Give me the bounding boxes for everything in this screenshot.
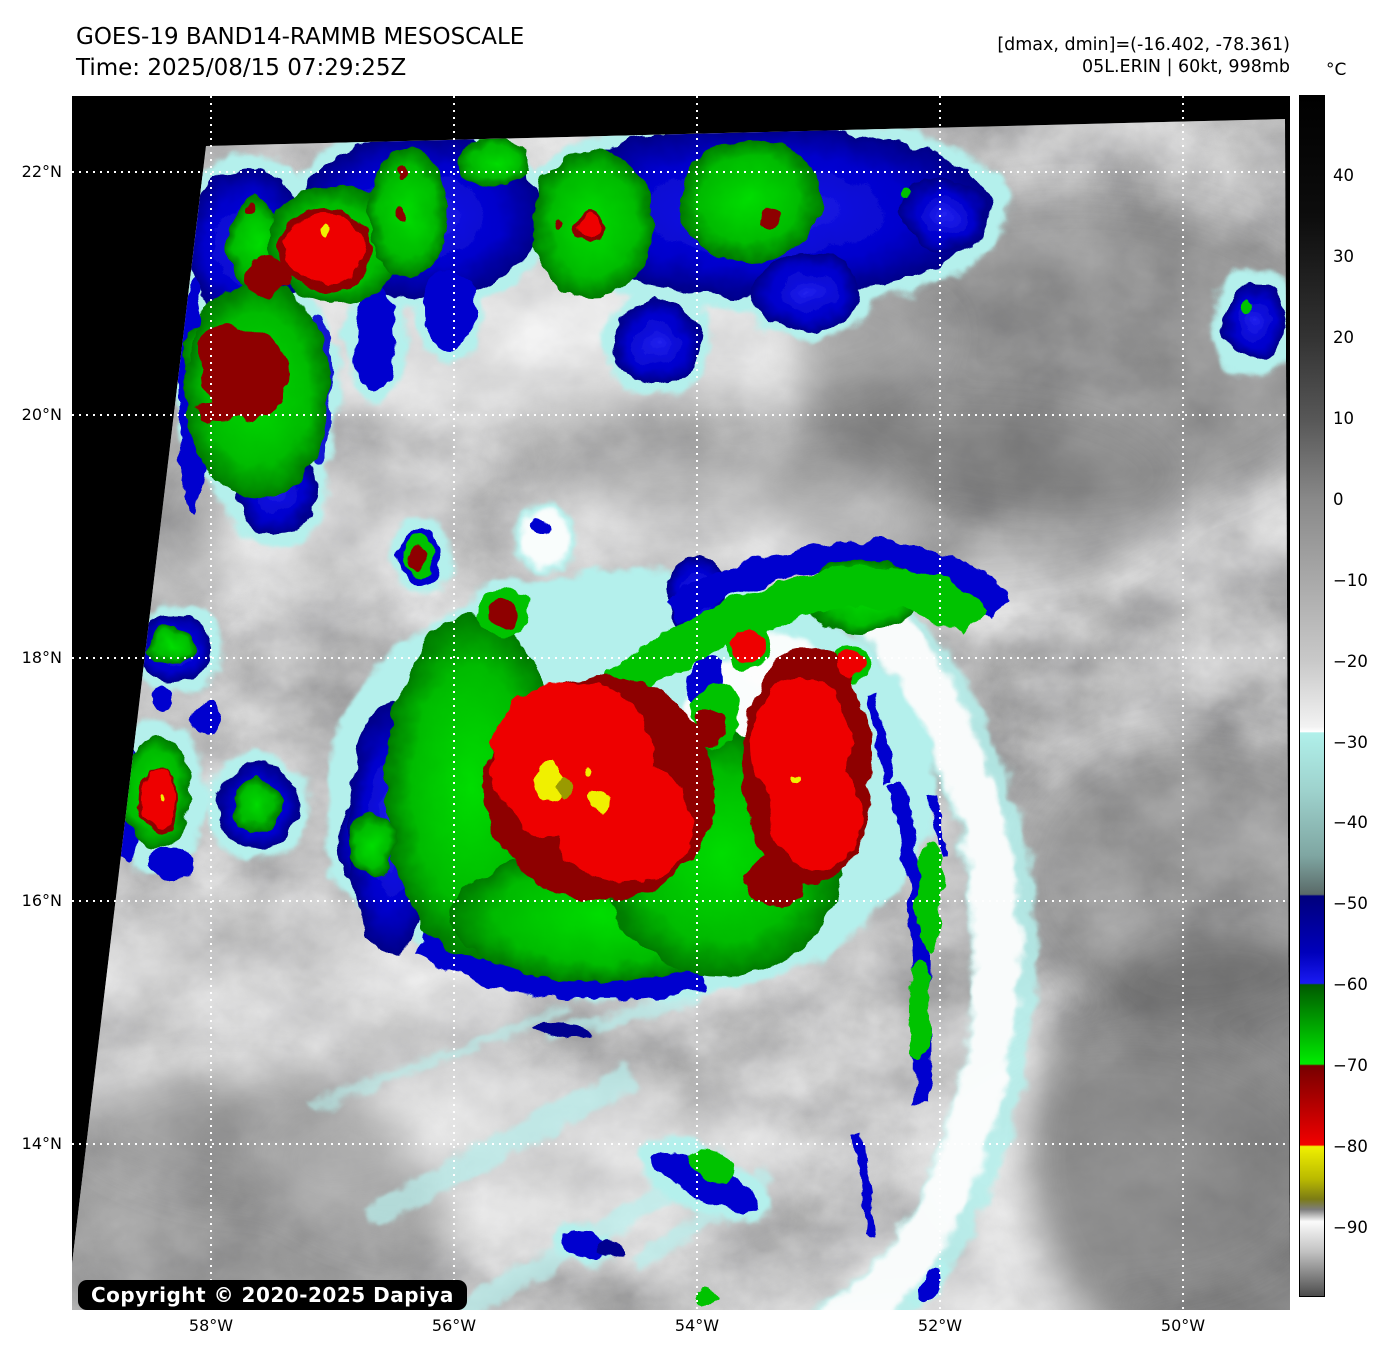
colorbar-tick-label: 10 xyxy=(1333,408,1354,428)
storm-info: 05L.ERIN | 60kt, 998mb xyxy=(1081,57,1290,77)
colorbar-tick-label: 30 xyxy=(1333,246,1354,266)
timestamp: Time: 2025/08/15 07:29:25Z xyxy=(76,55,407,81)
copyright-watermark: Copyright © 2020-2025 Dapiya xyxy=(78,1280,467,1310)
colorbar xyxy=(1299,95,1325,1297)
colorbar-tick-label: 20 xyxy=(1333,327,1354,347)
range-info: [dmax, dmin]=(-16.402, -78.361) xyxy=(997,35,1290,55)
header-left: GOES-19 BAND14-RAMMB MESOSCALE Time: 202… xyxy=(76,22,524,84)
lat-tick-label: 20°N xyxy=(21,405,62,424)
colorbar-tick-label: −70 xyxy=(1333,1056,1368,1076)
colorbar-tick-label: −40 xyxy=(1333,813,1368,833)
header-right: [dmax, dmin]=(-16.402, -78.361) 05L.ERIN… xyxy=(997,34,1290,78)
gridlines xyxy=(72,96,1290,1310)
lon-tick-label: 58°W xyxy=(188,1316,234,1335)
lon-tick-label: 50°W xyxy=(1160,1316,1206,1335)
colorbar-tick-label: −20 xyxy=(1333,651,1368,671)
satellite-imagery xyxy=(72,96,1290,1310)
colorbar-tick-label: −80 xyxy=(1333,1137,1368,1157)
lat-tick-label: 22°N xyxy=(21,162,62,181)
lon-tick-label: 54°W xyxy=(674,1316,720,1335)
colorbar-tick-label: 0 xyxy=(1333,489,1344,509)
colorbar-tick-label: −50 xyxy=(1333,894,1368,914)
lat-tick-label: 18°N xyxy=(21,648,62,667)
page-title: GOES-19 BAND14-RAMMB MESOSCALE xyxy=(76,24,525,50)
colorbar-tick-label: −10 xyxy=(1333,570,1368,590)
lat-tick-label: 16°N xyxy=(21,891,62,910)
colorbar-tick-label: −90 xyxy=(1333,1218,1368,1238)
imagery-swath xyxy=(72,119,1290,1310)
lon-tick-label: 52°W xyxy=(917,1316,963,1335)
map-plot-area xyxy=(72,96,1290,1310)
bright-red-layer xyxy=(143,213,863,884)
lon-tick-label: 56°W xyxy=(431,1316,477,1335)
colorbar-unit: °C xyxy=(1326,60,1347,80)
colorbar-tick-label: −60 xyxy=(1333,975,1368,995)
lat-tick-label: 14°N xyxy=(21,1134,62,1153)
colorbar-tick-label: −30 xyxy=(1333,732,1368,752)
yellow-overshoot-layer xyxy=(157,225,801,812)
colorbar-tick-label: 40 xyxy=(1333,165,1354,185)
